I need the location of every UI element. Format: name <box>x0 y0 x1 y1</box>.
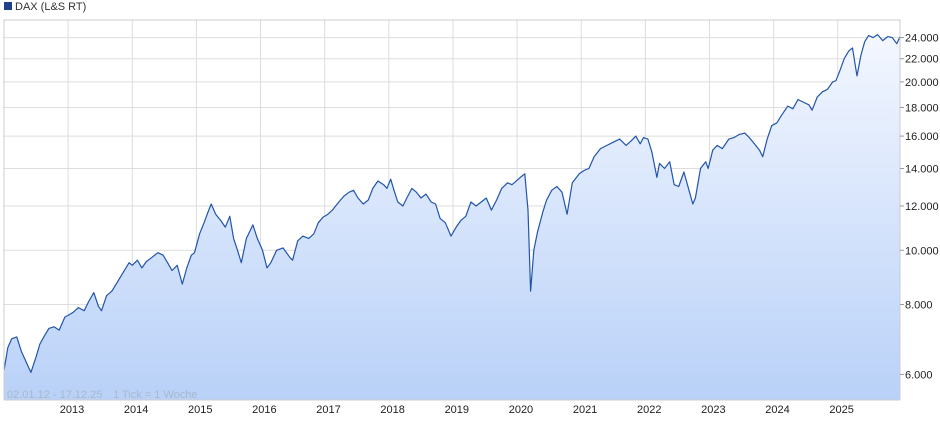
x-tick-label: 2024 <box>765 404 789 416</box>
y-tick-label: 20.000 <box>905 77 939 89</box>
plot-frame <box>3 19 901 401</box>
y-tick-label: 24.000 <box>905 33 939 45</box>
x-tick-label: 2025 <box>829 404 853 416</box>
x-tick-label: 2020 <box>509 404 533 416</box>
footer-tick-note: 1 Tick = 1 Woche <box>113 389 197 401</box>
x-tick-label: 2016 <box>252 404 276 416</box>
x-tick-label: 2021 <box>573 404 597 416</box>
legend-label: DAX (L&S RT) <box>15 1 86 13</box>
legend: DAX (L&S RT) <box>4 1 86 13</box>
x-tick-label: 2018 <box>380 404 404 416</box>
x-tick-label: 2019 <box>445 404 469 416</box>
y-tick-label: 18.000 <box>905 102 939 114</box>
y-tick-label: 8.000 <box>905 300 933 312</box>
x-tick-label: 2014 <box>124 404 148 416</box>
x-tick-label: 2013 <box>60 404 84 416</box>
series-line <box>4 34 900 373</box>
y-tick-label: 14.000 <box>905 164 939 176</box>
x-tick-label: 2017 <box>316 404 340 416</box>
x-tick-label: 2015 <box>188 404 212 416</box>
x-axis: 2013 2014 2015 2016 2017 2018 2019 2020 2021 2022… <box>60 404 854 416</box>
y-tick-label: 10.000 <box>905 245 939 257</box>
legend-swatch <box>4 2 12 10</box>
series-area-fill <box>4 34 900 400</box>
y-axis: 6.000 8.000 10.000 12.000 14.000 16.000 18.000… <box>900 33 939 381</box>
x-tick-label: 2023 <box>701 404 725 416</box>
y-tick-label: 22.000 <box>905 54 939 66</box>
y-tick-label: 16.000 <box>905 131 939 143</box>
y-tick-label: 12.000 <box>905 201 939 213</box>
footer-range: 02.01.12 - 17.12.25 <box>7 389 102 401</box>
y-tick-label: 6.000 <box>905 369 933 381</box>
x-tick-label: 2022 <box>637 404 661 416</box>
